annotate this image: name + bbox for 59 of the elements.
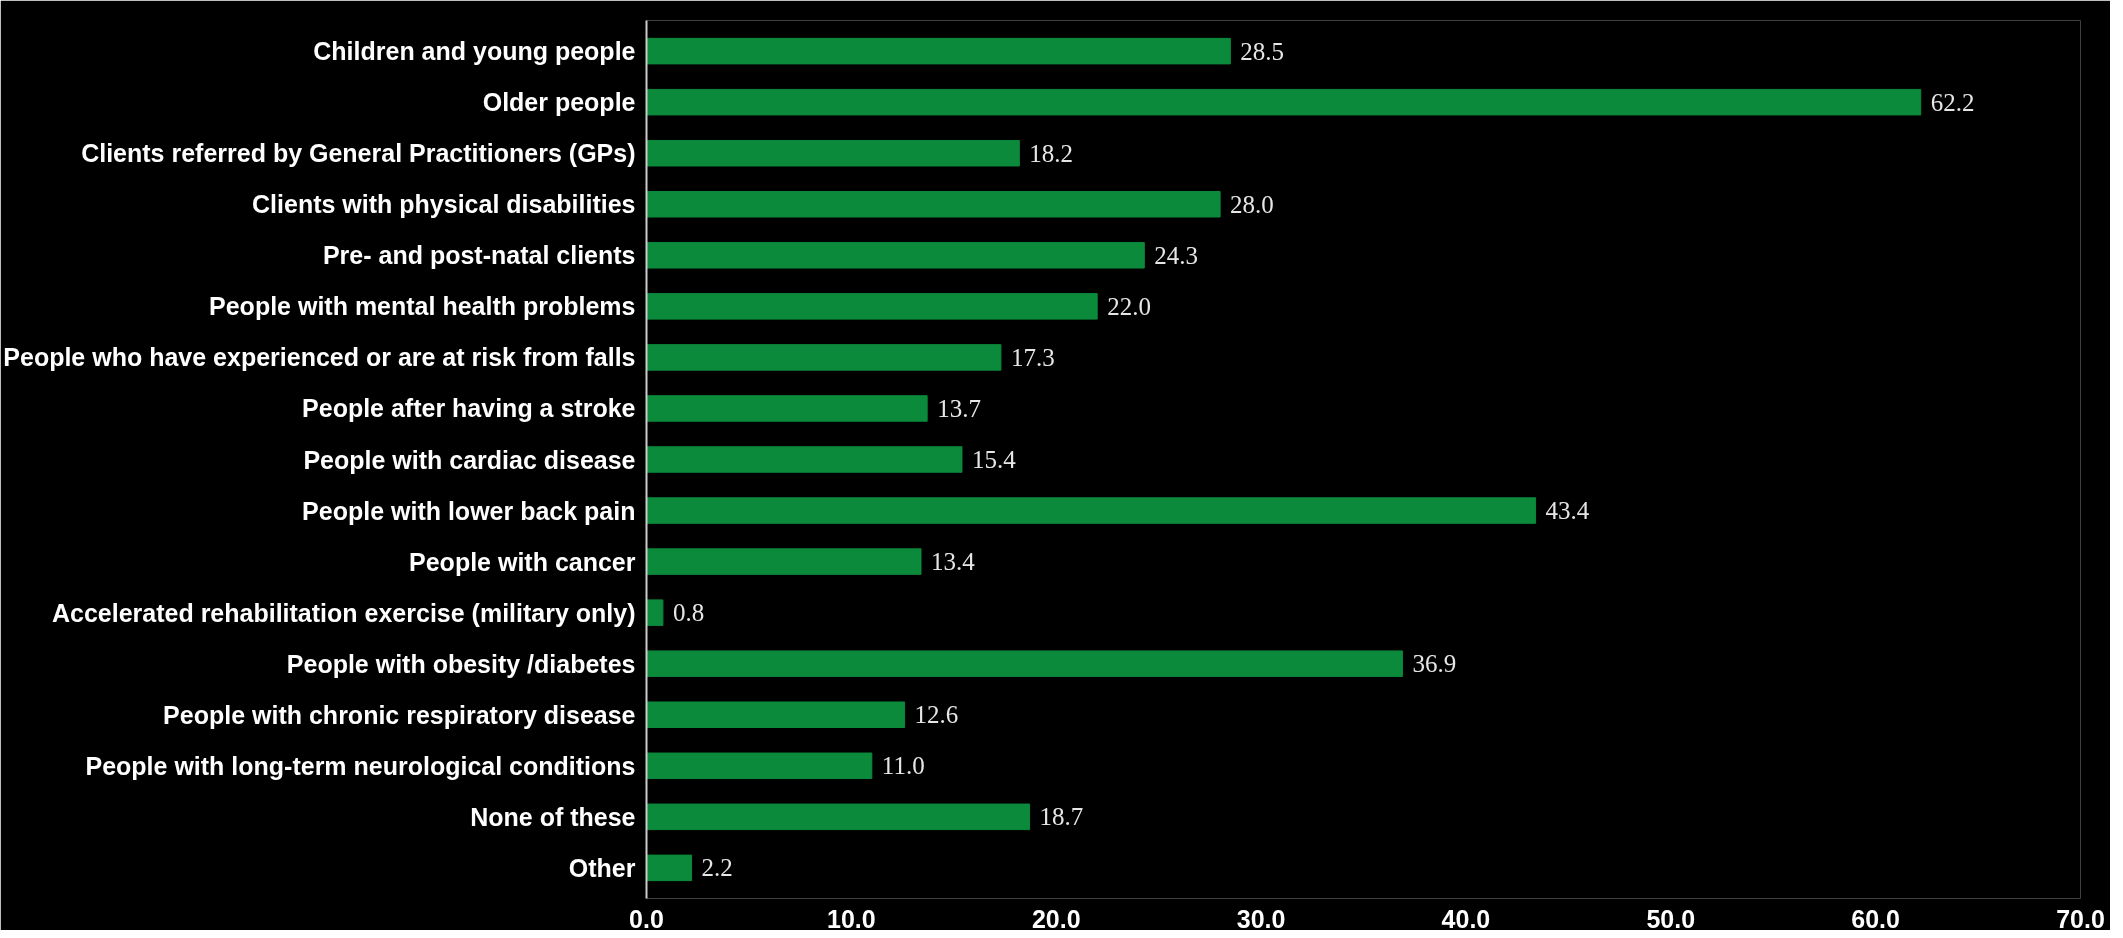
data-label: 28.0 — [1230, 190, 1274, 218]
y-tick-label: Older people — [482, 88, 636, 117]
y-tick-label: People after having a stroke — [302, 394, 636, 423]
y-tick-label: People who have experienced or are at risk from falls — [3, 343, 636, 372]
bar — [646, 650, 1403, 677]
x-tick-label: 0.0 — [629, 904, 664, 933]
data-label: 43.4 — [1545, 497, 1590, 525]
bar — [646, 446, 963, 473]
data-label: 24.3 — [1154, 241, 1199, 269]
data-label: 13.4 — [931, 548, 976, 576]
y-tick-label: People with mental health problems — [209, 292, 636, 321]
data-label: 18.2 — [1029, 139, 1074, 167]
x-tick-label: 30.0 — [1236, 904, 1286, 933]
bar — [646, 854, 693, 882]
bar — [646, 497, 1537, 524]
bar — [646, 344, 1002, 371]
bar — [646, 803, 1031, 831]
y-tick-label: People with cancer — [409, 547, 636, 576]
y-tick-label: Other — [568, 853, 636, 882]
data-label: 13.7 — [937, 394, 981, 422]
bar — [646, 599, 664, 626]
data-label: 62.2 — [1930, 88, 1975, 116]
bar — [646, 88, 1922, 116]
data-label: 12.6 — [914, 701, 959, 729]
y-tick-label: Accelerated rehabilitation exercise (military only) — [51, 598, 636, 627]
bar — [646, 548, 922, 575]
y-tick-label: Clients referred by General Practitioners (GPs) — [81, 139, 636, 168]
x-tick-label: 60.0 — [1851, 904, 1900, 933]
x-tick-label: 40.0 — [1441, 904, 1491, 933]
y-tick-label: Clients with physical disabilities — [252, 190, 636, 219]
bar — [646, 701, 906, 728]
y-tick-label: People with cardiac disease — [303, 445, 636, 474]
y-tick-label: Pre- and post-natal clients — [322, 241, 636, 270]
y-tick-label: Children and young people — [313, 37, 636, 66]
bar — [646, 242, 1145, 269]
bar — [646, 37, 1231, 65]
data-label: 22.0 — [1107, 292, 1151, 320]
data-label: 17.3 — [1010, 343, 1055, 371]
data-label: 0.8 — [672, 599, 705, 627]
x-tick-label: 20.0 — [1031, 904, 1081, 933]
y-tick-label: People with obesity /diabetes — [286, 649, 636, 678]
bar — [646, 752, 873, 780]
data-label: 15.4 — [971, 446, 1017, 473]
data-label: 28.5 — [1240, 37, 1285, 65]
x-tick-label: 10.0 — [827, 904, 876, 933]
y-tick-label: None of these — [470, 802, 636, 831]
data-label: 2.2 — [701, 854, 733, 882]
bar — [646, 395, 928, 422]
y-tick-label: People with chronic respiratory disease — [163, 700, 636, 729]
x-tick-label: 50.0 — [1646, 904, 1696, 933]
data-label: 36.9 — [1412, 650, 1457, 678]
y-tick-label: People with long-term neurological conditions — [85, 751, 636, 780]
data-label: 11.0 — [881, 752, 925, 780]
bar — [646, 139, 1020, 167]
y-tick-label: People with lower back pain — [302, 496, 636, 525]
bar — [646, 293, 1098, 320]
x-tick-label: 70.0 — [2056, 904, 2105, 933]
data-label: 18.7 — [1039, 803, 1084, 831]
bar — [646, 191, 1221, 218]
